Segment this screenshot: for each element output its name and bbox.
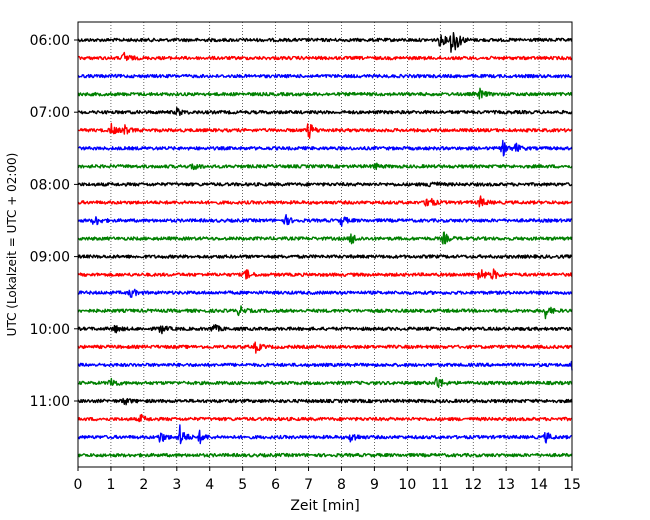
trace-line	[77, 87, 573, 100]
trace-line	[77, 51, 573, 62]
y-tick-label: 10:00	[30, 322, 70, 338]
y-tick-label: 08:00	[30, 177, 70, 193]
trace-lines	[77, 31, 573, 458]
trace-line	[77, 268, 573, 280]
x-tick-label: 7	[304, 477, 313, 493]
y-tick-label: 09:00	[30, 250, 70, 266]
x-tick-label: 15	[563, 477, 581, 493]
x-tick-label: 9	[370, 477, 379, 493]
x-tick-label: 1	[106, 477, 115, 493]
trace-line	[77, 181, 573, 188]
x-tick-label: 14	[530, 477, 548, 493]
x-tick-label: 3	[172, 477, 181, 493]
trace-line	[77, 231, 573, 245]
trace-line	[77, 73, 573, 79]
y-axis-ticks: 06:00 07:00 08:00 09:00 10:00 11:00	[30, 33, 78, 410]
trace-line	[77, 288, 573, 298]
trace-line	[77, 305, 573, 320]
trace-line	[77, 122, 573, 139]
x-tick-label: 2	[139, 477, 148, 493]
x-tick-label: 11	[431, 477, 449, 493]
trace-line	[77, 424, 573, 445]
x-tick-label: 13	[497, 477, 515, 493]
trace-line	[77, 213, 573, 227]
x-axis-ticks: 0 1 2 3 4 5 6 7 8 9 10 11 12 13 14 15	[74, 467, 581, 493]
trace-line	[77, 254, 573, 259]
x-tick-label: 0	[74, 477, 83, 493]
trace-line	[77, 195, 573, 208]
trace-line	[77, 341, 573, 354]
trace-line	[77, 324, 573, 335]
y-tick-label: 07:00	[30, 105, 70, 121]
plot-frame	[77, 21, 573, 468]
y-axis-label: UTC (Lokalzeit = UTC + 02:00)	[5, 153, 19, 337]
x-tick-label: 6	[271, 477, 280, 493]
x-axis-label: Zeit [min]	[290, 498, 359, 514]
trace-line	[77, 360, 573, 371]
y-tick-label: 06:00	[30, 33, 70, 49]
trace-line	[77, 397, 573, 406]
trace-line	[77, 452, 573, 458]
x-tick-label: 4	[205, 477, 214, 493]
x-tick-label: 8	[337, 477, 346, 493]
trace-line	[77, 139, 573, 157]
trace-line	[77, 162, 573, 171]
trace-line	[77, 413, 573, 423]
x-tick-label: 5	[238, 477, 247, 493]
trace-line	[77, 376, 573, 389]
x-tick-label: 10	[398, 477, 416, 493]
y-tick-label: 11:00	[30, 394, 70, 410]
trace-line	[77, 31, 573, 53]
x-tick-label: 12	[464, 477, 482, 493]
trace-line	[77, 106, 573, 117]
